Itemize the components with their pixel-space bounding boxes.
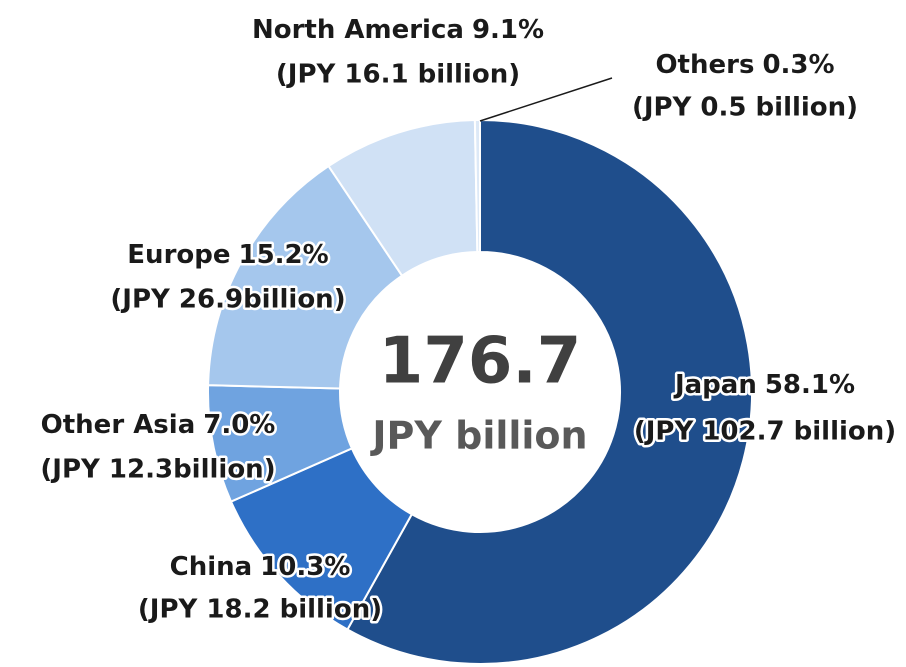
slice [207, 164, 404, 390]
slice-label: Europe 15.2% [127, 240, 328, 270]
value-label: 9.1% [472, 15, 544, 45]
slice-label: China 10.3% [170, 552, 351, 582]
donut [207, 118, 753, 665]
slice-label: North America 9.1% [252, 15, 544, 45]
amount-label: (JPY 102.7 billion) [634, 417, 896, 447]
value-label: 10.3% [260, 552, 350, 582]
value-label: 7.0% [203, 410, 275, 440]
amount-label: (JPY 18.2 billion) [138, 595, 382, 625]
value-label: 15.2% [239, 240, 329, 270]
center-label: JPY billion [369, 414, 587, 458]
value-label: 58.1% [765, 370, 855, 400]
category-name: Japan [673, 370, 757, 400]
amount-label: (JPY 0.5 billion) [632, 93, 858, 123]
category-name: China [170, 552, 253, 582]
category-name: Other Asia [41, 410, 196, 440]
slice [346, 118, 753, 665]
category-name: Europe [127, 240, 230, 270]
slice-label: Other Asia 7.0% [41, 410, 276, 440]
slice [473, 118, 481, 254]
slice-label: Others 0.3% [655, 50, 834, 80]
leader-line [479, 77, 613, 122]
center-value: 176.7 [379, 325, 581, 399]
category-name: North America [252, 15, 464, 45]
category-name: Others [655, 50, 754, 80]
value-label: 0.3% [762, 50, 834, 80]
amount-label: (JPY 16.1 billion) [276, 60, 520, 90]
amount-label: (JPY 26.9billion) [110, 285, 345, 315]
amount-label: (JPY 12.3billion) [40, 455, 275, 485]
slice-label: Japan 58.1% [673, 370, 855, 400]
